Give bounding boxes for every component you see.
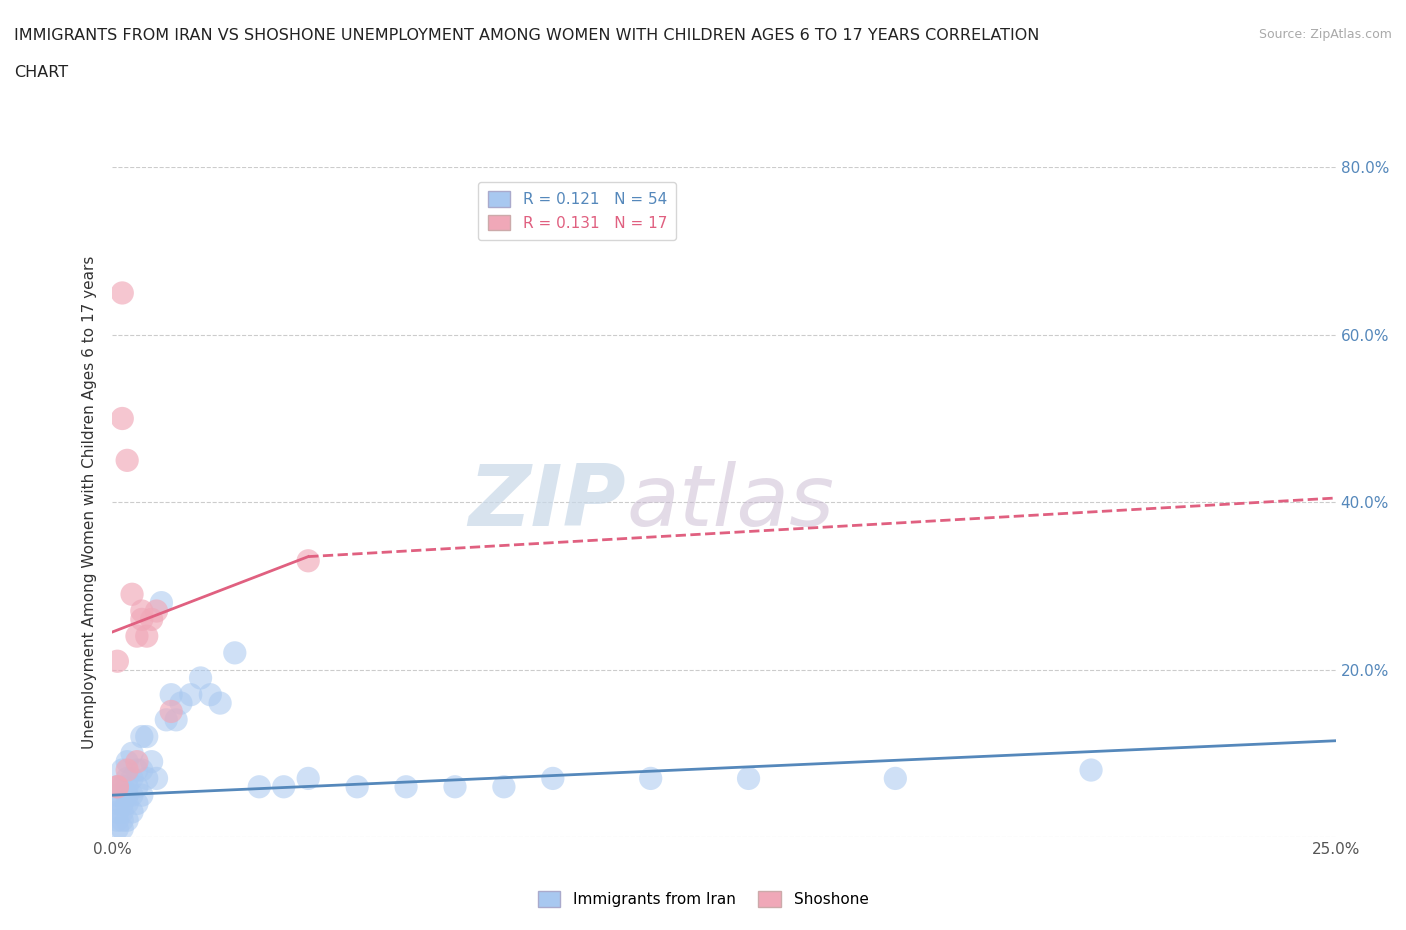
Point xyxy=(115,779,138,794)
Point xyxy=(125,763,148,777)
Point xyxy=(1080,763,1102,777)
Point xyxy=(121,788,143,803)
Point xyxy=(131,729,153,744)
Point xyxy=(111,763,134,777)
Point xyxy=(209,696,232,711)
Point xyxy=(190,671,212,685)
Point xyxy=(105,654,128,669)
Point xyxy=(121,746,143,761)
Point xyxy=(115,796,138,811)
Point xyxy=(145,771,167,786)
Point xyxy=(125,629,148,644)
Y-axis label: Unemployment Among Women with Children Ages 6 to 17 years: Unemployment Among Women with Children A… xyxy=(82,256,97,749)
Point xyxy=(105,821,128,836)
Point xyxy=(115,754,138,769)
Point xyxy=(115,813,138,828)
Point xyxy=(492,779,515,794)
Text: atlas: atlas xyxy=(626,460,834,544)
Point xyxy=(121,771,143,786)
Point xyxy=(125,796,148,811)
Point xyxy=(346,779,368,794)
Point xyxy=(105,796,128,811)
Point xyxy=(395,779,418,794)
Legend: Immigrants from Iran, Shoshone: Immigrants from Iran, Shoshone xyxy=(531,884,875,913)
Point xyxy=(160,687,183,702)
Point xyxy=(170,696,193,711)
Point xyxy=(640,771,662,786)
Point xyxy=(541,771,564,786)
Point xyxy=(111,411,134,426)
Text: ZIP: ZIP xyxy=(468,460,626,544)
Point xyxy=(121,587,143,602)
Point xyxy=(115,771,138,786)
Text: CHART: CHART xyxy=(14,65,67,80)
Text: Source: ZipAtlas.com: Source: ZipAtlas.com xyxy=(1258,28,1392,41)
Point xyxy=(155,712,177,727)
Point xyxy=(135,629,157,644)
Point xyxy=(224,645,246,660)
Point xyxy=(105,779,128,794)
Point xyxy=(297,771,319,786)
Point xyxy=(135,729,157,744)
Point xyxy=(131,788,153,803)
Point xyxy=(115,763,138,777)
Point xyxy=(131,604,153,618)
Point xyxy=(111,821,134,836)
Point xyxy=(105,788,128,803)
Point xyxy=(884,771,907,786)
Point xyxy=(247,779,270,794)
Point xyxy=(160,704,183,719)
Point xyxy=(131,763,153,777)
Point xyxy=(135,771,157,786)
Point xyxy=(150,595,173,610)
Point xyxy=(165,712,187,727)
Point xyxy=(115,788,138,803)
Point xyxy=(105,779,128,794)
Point xyxy=(141,612,163,627)
Point xyxy=(131,612,153,627)
Point xyxy=(111,286,134,300)
Point xyxy=(125,779,148,794)
Point xyxy=(111,796,134,811)
Legend: R = 0.121   N = 54, R = 0.131   N = 17: R = 0.121 N = 54, R = 0.131 N = 17 xyxy=(478,181,676,240)
Point xyxy=(145,604,167,618)
Point xyxy=(125,754,148,769)
Point xyxy=(111,804,134,819)
Point xyxy=(115,453,138,468)
Point xyxy=(297,553,319,568)
Point xyxy=(444,779,467,794)
Point xyxy=(111,813,134,828)
Point xyxy=(105,813,128,828)
Point xyxy=(180,687,202,702)
Point xyxy=(121,804,143,819)
Point xyxy=(737,771,759,786)
Point xyxy=(105,804,128,819)
Point xyxy=(200,687,222,702)
Point xyxy=(111,779,134,794)
Point xyxy=(141,754,163,769)
Point xyxy=(273,779,295,794)
Point xyxy=(105,779,128,794)
Text: IMMIGRANTS FROM IRAN VS SHOSHONE UNEMPLOYMENT AMONG WOMEN WITH CHILDREN AGES 6 T: IMMIGRANTS FROM IRAN VS SHOSHONE UNEMPLO… xyxy=(14,28,1039,43)
